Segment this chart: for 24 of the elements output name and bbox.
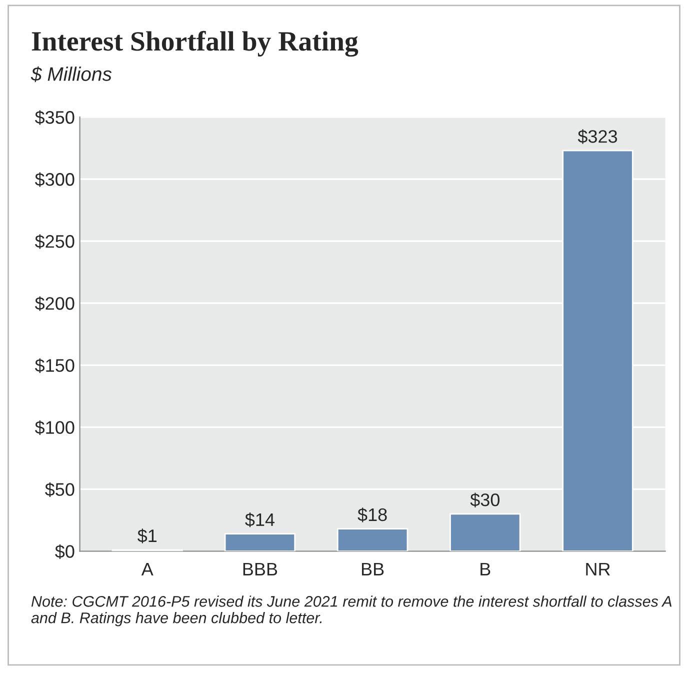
bar	[450, 513, 521, 552]
data-label: $18	[358, 508, 387, 522]
y-tick-label: $250	[34, 234, 74, 249]
x-tick-label: NR	[586, 562, 610, 576]
text: Note: CGCMT 2016-P5 revised its June 2021 remit to remove the interest shortfall to classes A and B. Ratings have been clubbed to letter.	[31, 596, 672, 626]
data-label: $14	[245, 512, 274, 528]
bar	[336, 528, 408, 552]
chart-title: Interest Shortfall by Rating	[32, 30, 358, 57]
data-label: $1	[138, 528, 157, 544]
y-tick-label: $0	[55, 544, 74, 559]
x-tick-label: BB	[362, 562, 384, 576]
x-tick-label: BBB	[243, 562, 278, 576]
y-tick-label: $200	[34, 296, 74, 311]
y-tick-label: $350	[34, 110, 74, 125]
y-tick-label: $150	[34, 358, 74, 373]
x-tick-label: B	[480, 562, 490, 576]
y-tick-label: $300	[34, 172, 74, 187]
bar	[224, 533, 296, 552]
data-label: $323	[578, 129, 618, 144]
y-tick-label: $100	[34, 420, 74, 435]
x-tick-label: A	[141, 562, 154, 576]
data-label: $30	[470, 492, 500, 508]
chart-subtitle: $ Millions	[30, 66, 112, 82]
y-tick-label: $50	[45, 482, 74, 497]
